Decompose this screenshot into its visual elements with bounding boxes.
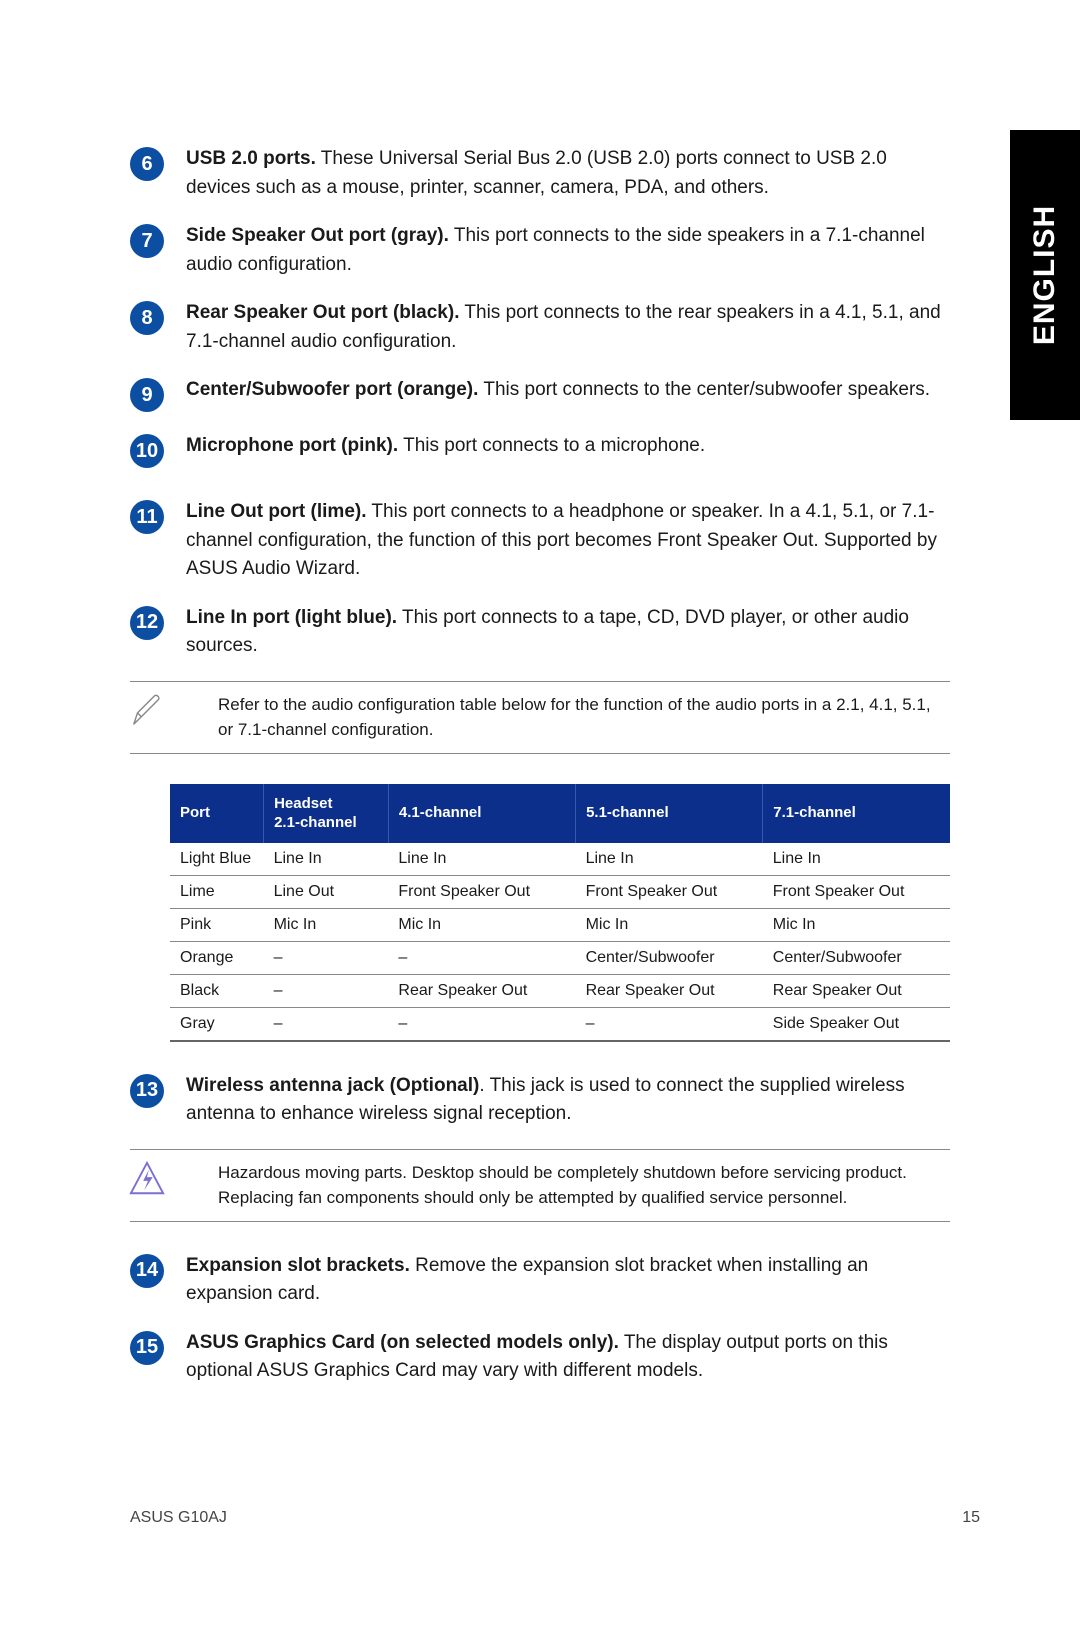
item-badge: 14 <box>130 1254 164 1288</box>
item-desc: This port connects to the center/subwoof… <box>478 379 930 400</box>
item-bold: Side Speaker Out port (gray). <box>186 225 449 246</box>
table-cell: – <box>388 941 575 974</box>
item-bold: USB 2.0 ports. <box>186 148 316 169</box>
table-cell: Center/Subwoofer <box>763 941 950 974</box>
item-badge: 9 <box>130 378 164 412</box>
table-cell: Side Speaker Out <box>763 1007 950 1041</box>
note-text: Refer to the audio configuration table b… <box>188 692 950 743</box>
page-footer: ASUS G10AJ 15 <box>130 1509 980 1527</box>
item-text: Microphone port (pink). This port connec… <box>186 432 950 461</box>
table-cell: Rear Speaker Out <box>388 974 575 1007</box>
item-bold: ASUS Graphics Card (on selected models o… <box>186 1332 619 1353</box>
item-text: Expansion slot brackets. Remove the expa… <box>186 1252 950 1309</box>
item-desc: This port connects to a microphone. <box>398 435 705 456</box>
table-cell: Orange <box>170 941 264 974</box>
table-cell: Gray <box>170 1007 264 1041</box>
table-cell: Mic In <box>576 908 763 941</box>
item-bold: Line Out port (lime). <box>186 501 367 522</box>
table-cell: Front Speaker Out <box>763 875 950 908</box>
table-cell: Front Speaker Out <box>388 875 575 908</box>
table-row: Gray–––Side Speaker Out <box>170 1007 950 1041</box>
item-badge: 11 <box>130 500 164 534</box>
table-cell: Line In <box>264 843 389 876</box>
table-cell: Line In <box>763 843 950 876</box>
item-bold: Microphone port (pink). <box>186 435 398 456</box>
item-bold: Expansion slot brackets. <box>186 1255 410 1276</box>
table-cell: – <box>388 1007 575 1041</box>
list-item: 8 Rear Speaker Out port (black). This por… <box>130 299 950 356</box>
list-item-14: 14 Expansion slot brackets. Remove the e… <box>130 1252 950 1309</box>
pencil-note-icon <box>128 692 166 730</box>
table-cell: Mic In <box>264 908 389 941</box>
item-badge: 10 <box>130 434 164 468</box>
table-cell: – <box>576 1007 763 1041</box>
audio-config-table: PortHeadset 2.1-channel4.1-channel5.1-ch… <box>170 784 950 1042</box>
list-item: 11 Line Out port (lime). This port connec… <box>130 498 950 584</box>
item-badge: 8 <box>130 301 164 335</box>
list-item: 6 USB 2.0 ports. These Universal Serial B… <box>130 145 950 202</box>
table-cell: – <box>264 941 389 974</box>
table-cell: Front Speaker Out <box>576 875 763 908</box>
table-header: Port <box>170 784 264 843</box>
item-text: Line In port (light blue). This port con… <box>186 604 950 661</box>
item-text: ASUS Graphics Card (on selected models o… <box>186 1329 950 1386</box>
list-item: 7 Side Speaker Out port (gray). This port… <box>130 222 950 279</box>
table-cell: Line Out <box>264 875 389 908</box>
item-text: Line Out port (lime). This port connects… <box>186 498 950 584</box>
table-cell: Line In <box>576 843 763 876</box>
list-item-15: 15 ASUS Graphics Card (on selected model… <box>130 1329 950 1386</box>
item-list: 6 USB 2.0 ports. These Universal Serial B… <box>130 145 950 661</box>
note-block-audio: Refer to the audio configuration table b… <box>130 681 950 754</box>
table-cell: Rear Speaker Out <box>763 974 950 1007</box>
item-badge: 6 <box>130 147 164 181</box>
list-item: 10 Microphone port (pink). This port conn… <box>130 432 950 468</box>
table-row: LimeLine OutFront Speaker OutFront Speak… <box>170 875 950 908</box>
language-tab-label: ENGLISH <box>1028 205 1062 345</box>
item-text: Rear Speaker Out port (black). This port… <box>186 299 950 356</box>
item-bold: Center/Subwoofer port (orange). <box>186 379 478 400</box>
table-cell: Center/Subwoofer <box>576 941 763 974</box>
table-header: Headset 2.1-channel <box>264 784 389 843</box>
list-item: 12 Line In port (light blue). This port c… <box>130 604 950 661</box>
item-text: USB 2.0 ports. These Universal Serial Bu… <box>186 145 950 202</box>
item-bold: Rear Speaker Out port (black). <box>186 302 459 323</box>
footer-left: ASUS G10AJ <box>130 1509 227 1527</box>
footer-right: 15 <box>962 1509 980 1527</box>
lightning-warning-icon <box>128 1160 166 1198</box>
table-header: 4.1-channel <box>388 784 575 843</box>
table-cell: – <box>264 974 389 1007</box>
audio-config-table-wrap: PortHeadset 2.1-channel4.1-channel5.1-ch… <box>170 784 950 1042</box>
list-item: 9 Center/Subwoofer port (orange). This po… <box>130 376 950 412</box>
table-cell: Line In <box>388 843 575 876</box>
item-bold: Line In port (light blue). <box>186 607 397 628</box>
warning-text: Hazardous moving parts. Desktop should b… <box>188 1160 950 1211</box>
item-badge: 12 <box>130 606 164 640</box>
language-tab: ENGLISH <box>1010 130 1080 420</box>
table-row: Black–Rear Speaker OutRear Speaker OutRe… <box>170 974 950 1007</box>
table-row: Orange––Center/SubwooferCenter/Subwoofer <box>170 941 950 974</box>
table-row: PinkMic InMic InMic InMic In <box>170 908 950 941</box>
table-row: Light BlueLine InLine InLine InLine In <box>170 843 950 876</box>
item-bold: Wireless antenna jack (Optional) <box>186 1075 479 1096</box>
item-text: Side Speaker Out port (gray). This port … <box>186 222 950 279</box>
table-header: 7.1-channel <box>763 784 950 843</box>
table-header: 5.1-channel <box>576 784 763 843</box>
table-cell: – <box>264 1007 389 1041</box>
item-badge: 15 <box>130 1331 164 1365</box>
page-content: 6 USB 2.0 ports. These Universal Serial B… <box>130 145 950 1406</box>
warning-block: Hazardous moving parts. Desktop should b… <box>130 1149 950 1222</box>
item-text: Center/Subwoofer port (orange). This por… <box>186 376 950 405</box>
item-text: Wireless antenna jack (Optional). This j… <box>186 1072 950 1129</box>
item-badge: 13 <box>130 1074 164 1108</box>
table-cell: Mic In <box>388 908 575 941</box>
item-badge: 7 <box>130 224 164 258</box>
list-item-13: 13 Wireless antenna jack (Optional). Thi… <box>130 1072 950 1129</box>
table-cell: Rear Speaker Out <box>576 974 763 1007</box>
table-cell: Mic In <box>763 908 950 941</box>
table-cell: Black <box>170 974 264 1007</box>
table-cell: Lime <box>170 875 264 908</box>
table-cell: Pink <box>170 908 264 941</box>
table-cell: Light Blue <box>170 843 264 876</box>
